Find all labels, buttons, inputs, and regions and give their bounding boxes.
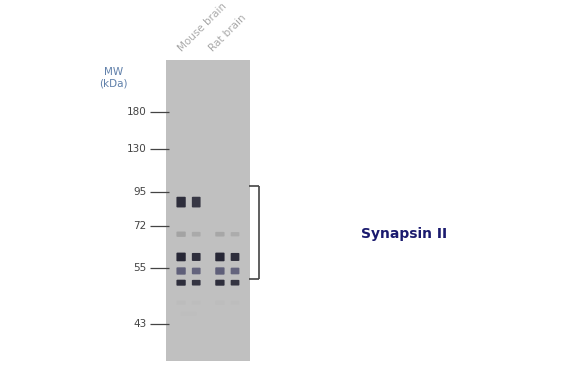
- FancyBboxPatch shape: [215, 232, 225, 237]
- FancyBboxPatch shape: [230, 268, 239, 274]
- FancyBboxPatch shape: [215, 301, 225, 305]
- FancyBboxPatch shape: [176, 232, 186, 237]
- Text: 180: 180: [127, 107, 147, 117]
- Text: 55: 55: [133, 263, 147, 273]
- FancyBboxPatch shape: [192, 253, 201, 261]
- Text: 43: 43: [133, 319, 147, 330]
- FancyBboxPatch shape: [192, 280, 201, 285]
- FancyBboxPatch shape: [180, 312, 197, 316]
- Text: 95: 95: [133, 187, 147, 197]
- Text: Rat brain: Rat brain: [207, 13, 248, 54]
- Text: MW
(kDa): MW (kDa): [100, 67, 127, 88]
- FancyBboxPatch shape: [215, 280, 225, 286]
- Text: Synapsin II: Synapsin II: [361, 227, 447, 241]
- FancyBboxPatch shape: [215, 253, 225, 261]
- FancyBboxPatch shape: [230, 280, 239, 285]
- FancyBboxPatch shape: [215, 267, 225, 275]
- Text: 72: 72: [133, 221, 147, 231]
- FancyBboxPatch shape: [230, 253, 239, 261]
- FancyBboxPatch shape: [192, 197, 201, 208]
- FancyBboxPatch shape: [166, 60, 250, 361]
- Text: 130: 130: [127, 144, 147, 154]
- FancyBboxPatch shape: [192, 301, 201, 305]
- FancyBboxPatch shape: [192, 232, 201, 237]
- Text: Mouse brain: Mouse brain: [176, 1, 229, 54]
- FancyBboxPatch shape: [230, 232, 239, 236]
- FancyBboxPatch shape: [192, 268, 201, 274]
- FancyBboxPatch shape: [230, 301, 239, 305]
- FancyBboxPatch shape: [176, 280, 186, 286]
- FancyBboxPatch shape: [176, 267, 186, 275]
- FancyBboxPatch shape: [176, 197, 186, 208]
- FancyBboxPatch shape: [176, 253, 186, 261]
- FancyBboxPatch shape: [176, 301, 186, 305]
